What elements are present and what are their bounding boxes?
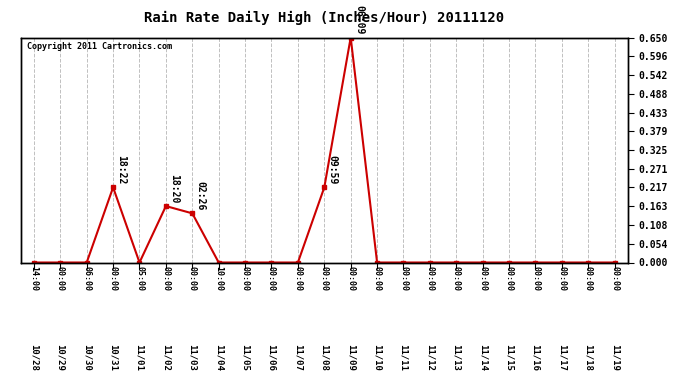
Text: 11/11: 11/11	[399, 344, 408, 371]
Text: 10/29: 10/29	[56, 344, 65, 371]
Text: 11/04: 11/04	[214, 344, 223, 371]
Text: 00:00: 00:00	[293, 266, 302, 291]
Text: 00:00: 00:00	[452, 266, 461, 291]
Text: 11/17: 11/17	[558, 344, 566, 371]
Text: 14:00: 14:00	[30, 266, 39, 291]
Text: 10:00: 10:00	[214, 266, 223, 291]
Text: 00:00: 00:00	[426, 266, 435, 291]
Text: 11/08: 11/08	[319, 344, 329, 371]
Text: 00:00: 00:00	[108, 266, 117, 291]
Text: 06:00: 06:00	[82, 266, 91, 291]
Text: 10/31: 10/31	[108, 344, 117, 371]
Text: 06:09: 06:09	[354, 5, 364, 35]
Text: 11/05: 11/05	[241, 344, 250, 371]
Text: 00:00: 00:00	[267, 266, 276, 291]
Text: 18:22: 18:22	[117, 155, 126, 184]
Text: 11/02: 11/02	[161, 344, 170, 371]
Text: 00:00: 00:00	[558, 266, 566, 291]
Text: 00:00: 00:00	[531, 266, 540, 291]
Text: 00:00: 00:00	[346, 266, 355, 291]
Text: 11/03: 11/03	[188, 344, 197, 371]
Text: 09:59: 09:59	[328, 155, 337, 184]
Text: 00:00: 00:00	[373, 266, 382, 291]
Text: 00:00: 00:00	[584, 266, 593, 291]
Text: 00:00: 00:00	[188, 266, 197, 291]
Text: 18:20: 18:20	[169, 174, 179, 203]
Text: 00:00: 00:00	[610, 266, 619, 291]
Text: 11/15: 11/15	[504, 344, 513, 371]
Text: 11/09: 11/09	[346, 344, 355, 371]
Text: 00:00: 00:00	[161, 266, 170, 291]
Text: 00:00: 00:00	[319, 266, 329, 291]
Text: 00:00: 00:00	[478, 266, 487, 291]
Text: 00:00: 00:00	[56, 266, 65, 291]
Text: 00:00: 00:00	[399, 266, 408, 291]
Text: 11/18: 11/18	[584, 344, 593, 371]
Text: 11/19: 11/19	[610, 344, 619, 371]
Text: 11/16: 11/16	[531, 344, 540, 371]
Text: 10/28: 10/28	[30, 344, 39, 371]
Text: 10/30: 10/30	[82, 344, 91, 371]
Text: 11/01: 11/01	[135, 344, 144, 371]
Text: 11/14: 11/14	[478, 344, 487, 371]
Text: Rain Rate Daily High (Inches/Hour) 20111120: Rain Rate Daily High (Inches/Hour) 20111…	[144, 11, 504, 26]
Text: 11/06: 11/06	[267, 344, 276, 371]
Text: Copyright 2011 Cartronics.com: Copyright 2011 Cartronics.com	[27, 42, 172, 51]
Text: 11/10: 11/10	[373, 344, 382, 371]
Text: 00:00: 00:00	[241, 266, 250, 291]
Text: 11/12: 11/12	[426, 344, 435, 371]
Text: 02:26: 02:26	[196, 181, 206, 211]
Text: 00:00: 00:00	[504, 266, 513, 291]
Text: 11/07: 11/07	[293, 344, 302, 371]
Text: 05:00: 05:00	[135, 266, 144, 291]
Text: 11/13: 11/13	[452, 344, 461, 371]
